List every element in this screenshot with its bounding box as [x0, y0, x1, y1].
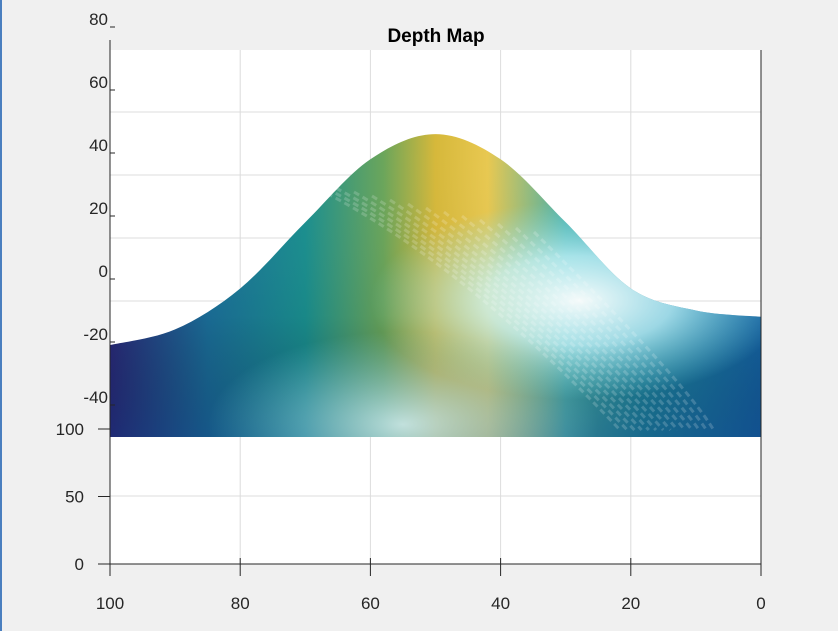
ripple-line [496, 222, 701, 431]
chart-title: Depth Map [387, 26, 484, 47]
y-axis: 0 50 100 [56, 420, 110, 574]
ripple-line [335, 186, 636, 432]
z-tick-label: 80 [89, 10, 108, 29]
z-tick-label: -20 [83, 325, 108, 344]
ripple-line [371, 194, 650, 432]
ripple-line [317, 182, 629, 432]
ripple-line [299, 178, 622, 432]
x-tick-label: 60 [361, 594, 380, 613]
x-tick-label: 20 [621, 594, 640, 613]
ripple-line [479, 218, 694, 431]
ripple-line [425, 206, 672, 431]
ripple-line [461, 214, 686, 431]
z-tick-label: 60 [89, 73, 108, 92]
ripple-line [443, 210, 679, 431]
z-tick-label: -40 [83, 388, 108, 407]
ripple-line [514, 226, 708, 431]
x-tick-label: 80 [231, 594, 250, 613]
y-tick-label: 100 [56, 420, 84, 439]
surface-ripples [299, 178, 715, 432]
axes [109, 40, 762, 565]
z-tick-label: 20 [89, 199, 108, 218]
z-tick-label: 0 [99, 262, 108, 281]
y-tick-label: 50 [65, 488, 84, 507]
x-tick-label: 100 [96, 594, 124, 613]
z-tick-label: 40 [89, 136, 108, 155]
ripple-line [353, 190, 643, 432]
z-axis: -40 -20 0 20 40 60 80 [83, 10, 115, 407]
x-tick-label: 40 [491, 594, 510, 613]
ripple-line [532, 230, 715, 431]
window-edge [0, 0, 2, 631]
x-tick-label: 0 [756, 594, 765, 613]
x-axis: 100 80 60 40 20 0 [96, 558, 766, 613]
y-tick-label: 0 [75, 555, 84, 574]
